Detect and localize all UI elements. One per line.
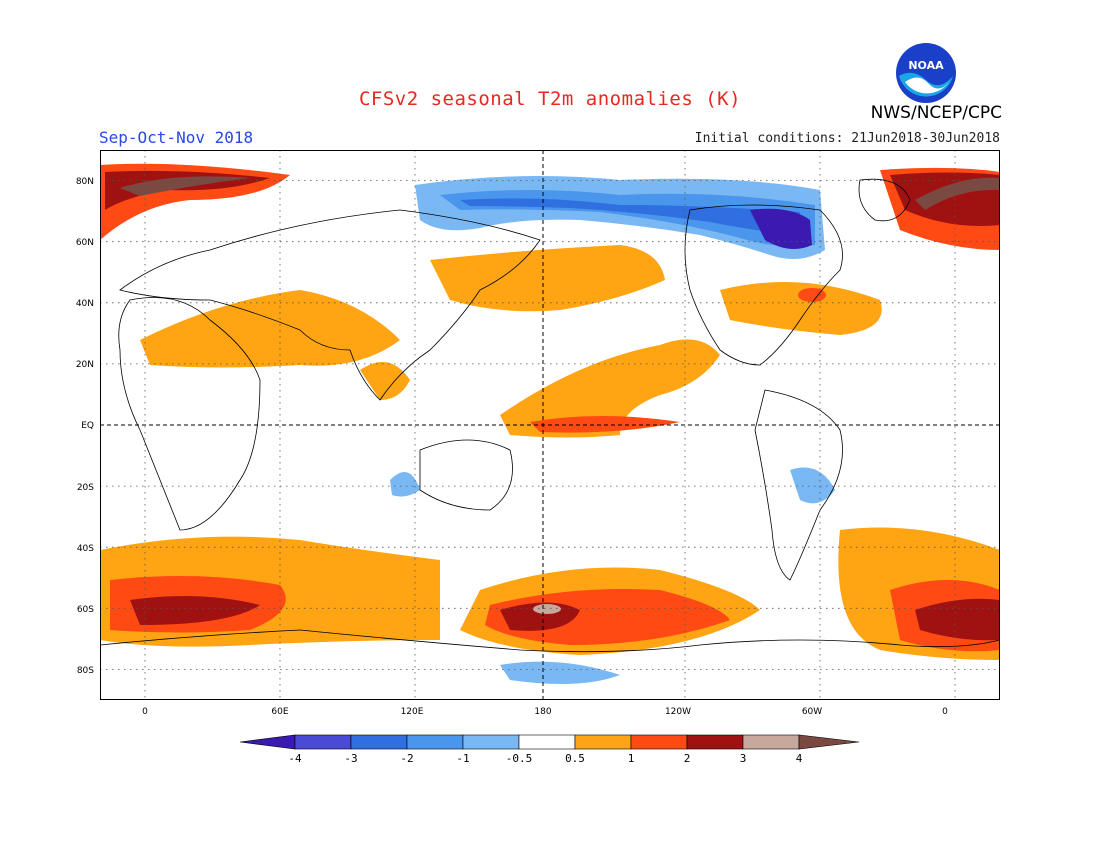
- lat-label: 20S: [77, 483, 94, 493]
- initial-conditions-label: Initial conditions: 21Jun2018-30Jun2018: [694, 131, 1000, 146]
- lat-label: EQ: [81, 421, 94, 431]
- legend-swatch: [406, 734, 464, 750]
- legend-swatch: [574, 734, 632, 750]
- grid-lines: [100, 150, 1000, 700]
- lon-label: 120E: [401, 707, 424, 717]
- cold-anomaly-arctic-core: [460, 198, 800, 235]
- map-frame: [100, 150, 1000, 700]
- lat-label: 80N: [76, 177, 94, 187]
- legend-label: 1: [628, 752, 635, 765]
- agency-label: NWS/NCEP/CPC: [870, 103, 1002, 123]
- warm-anomaly-india: [360, 362, 410, 400]
- legend-swatch: [239, 734, 296, 750]
- legend-bar: [239, 734, 860, 750]
- warm-anomaly-north-pacific: [430, 245, 665, 312]
- legend-label: -3: [344, 752, 357, 765]
- lon-label: 180: [534, 707, 551, 717]
- warm-anomaly-equatorial-core: [530, 416, 680, 433]
- legend-swatch: [462, 734, 520, 750]
- warm-anomaly-north-atlantic-core: [798, 288, 826, 302]
- legend-label: 0.5: [565, 752, 585, 765]
- legend-swatch: [798, 734, 860, 750]
- legend-swatch: [742, 734, 800, 750]
- lat-label: 60N: [76, 238, 94, 248]
- lon-label: 60E: [271, 707, 288, 717]
- lat-label: 80S: [77, 666, 94, 676]
- lat-label: 60S: [77, 605, 94, 615]
- lat-label: 20N: [76, 360, 94, 370]
- map-title: CFSv2 seasonal T2m anomalies (K): [358, 88, 742, 110]
- cold-anomaly-south-america: [790, 467, 835, 504]
- anomaly-patches: [100, 163, 1000, 684]
- lat-label: 40N: [76, 299, 94, 309]
- legend-label: -2: [400, 752, 413, 765]
- warm-anomaly-middle-east: [140, 290, 400, 368]
- lon-label: 60W: [802, 707, 822, 717]
- lon-label: 0: [942, 707, 948, 717]
- warm-anomaly-south-indian-core: [130, 596, 260, 625]
- legend-swatch: [630, 734, 688, 750]
- legend-labels: -4 -3 -2 -1 -0.5 0.5 1 2 3 4: [288, 752, 802, 765]
- legend-label: -1: [456, 752, 469, 765]
- legend-label: -0.5: [506, 752, 533, 765]
- lat-label: 40S: [77, 544, 94, 554]
- cold-anomaly-antarctic: [500, 661, 620, 684]
- legend-label: -4: [288, 752, 302, 765]
- cold-anomaly-canada: [750, 208, 812, 249]
- reference-lines: [100, 150, 1000, 700]
- coastlines: [100, 178, 1000, 653]
- legend-label: 3: [740, 752, 747, 765]
- warm-anomaly-arctic-west-peak: [120, 176, 250, 196]
- cold-anomaly-australia: [390, 472, 420, 497]
- legend-swatch: [350, 734, 408, 750]
- legend-label: 2: [684, 752, 691, 765]
- lon-label: 0: [142, 707, 148, 717]
- legend-swatch: [518, 734, 576, 750]
- warm-anomaly-arctic-east-peak: [915, 177, 1000, 210]
- noaa-logo: NOAA: [896, 43, 956, 103]
- warm-anomaly-south-pacific-peak: [533, 604, 561, 614]
- warm-anomaly-south-atlantic-core: [915, 598, 1000, 641]
- legend-label: 4: [796, 752, 803, 765]
- color-legend: -4 -3 -2 -1 -0.5 0.5 1 2 3 4: [239, 734, 860, 765]
- legend-swatch: [686, 734, 744, 750]
- anomaly-map: [100, 150, 1000, 700]
- legend-swatch: [294, 734, 352, 750]
- season-label: Sep-Oct-Nov 2018: [99, 128, 254, 147]
- warm-anomaly-north-atlantic: [720, 282, 882, 335]
- logo-text: NOAA: [908, 59, 944, 72]
- lon-label: 120W: [665, 707, 691, 717]
